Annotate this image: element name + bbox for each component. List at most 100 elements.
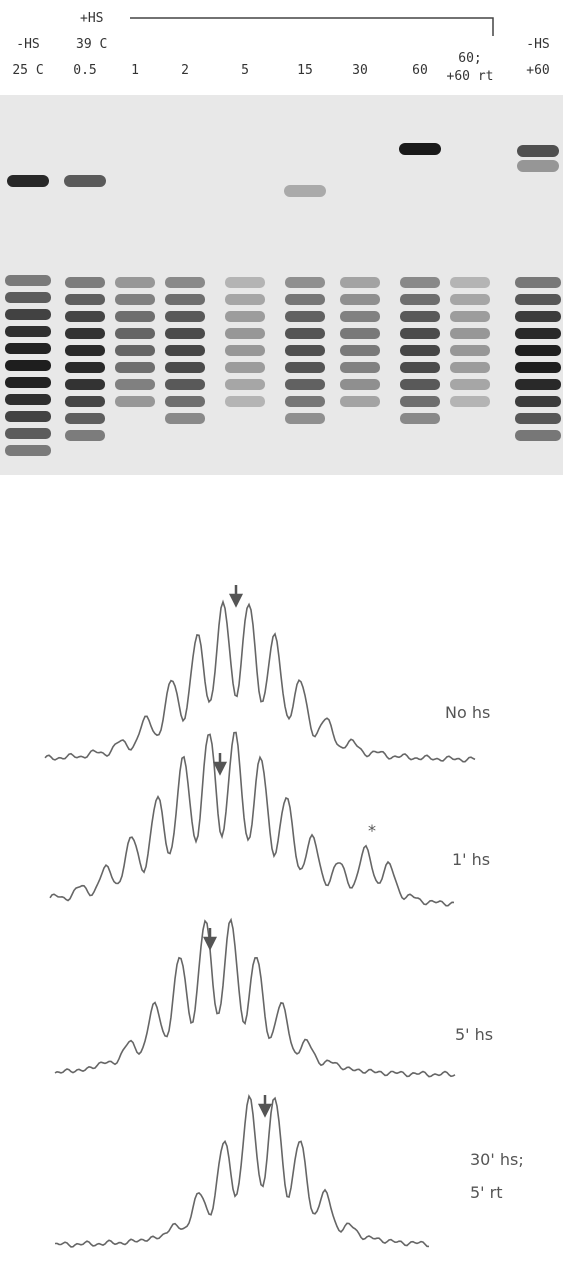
gel-band — [285, 328, 325, 339]
arrow — [202, 928, 218, 951]
gel-band — [5, 411, 51, 422]
lane-label: 30 — [352, 63, 368, 78]
gel-band — [450, 362, 490, 373]
gel-band — [515, 277, 561, 288]
gel-band — [65, 311, 105, 322]
lane-label: +60 — [526, 63, 549, 78]
gel-band — [5, 394, 51, 405]
gel-band — [165, 413, 205, 424]
gel-band — [515, 311, 561, 322]
gel-band — [165, 362, 205, 373]
high-band — [517, 145, 559, 157]
gel-band — [515, 430, 561, 441]
gel-band — [5, 326, 51, 337]
trace-label: 1' hs — [452, 850, 490, 869]
asterisk: * — [368, 821, 376, 840]
trace-label: No hs — [445, 703, 490, 722]
gel-band — [65, 294, 105, 305]
gel-band — [450, 328, 490, 339]
gel-band — [340, 345, 380, 356]
gel-band — [115, 277, 155, 288]
trace-label: 5' rt — [470, 1183, 503, 1202]
gel-band — [165, 277, 205, 288]
gel-band — [65, 396, 105, 407]
gel-band — [225, 345, 265, 356]
lane-label: 1 — [131, 63, 139, 78]
gel-band — [340, 277, 380, 288]
gel-band — [165, 328, 205, 339]
gel-band — [285, 396, 325, 407]
arrow — [228, 585, 244, 608]
high-band — [517, 160, 559, 172]
gel-band — [65, 413, 105, 424]
gel-band — [5, 309, 51, 320]
gel-band — [5, 377, 51, 388]
gel-band — [225, 311, 265, 322]
high-band — [399, 143, 441, 155]
gel-band — [225, 328, 265, 339]
gel-band — [225, 379, 265, 390]
gel-band — [400, 294, 440, 305]
gel-band — [450, 345, 490, 356]
gel-band — [515, 362, 561, 373]
high-band — [64, 175, 106, 187]
gel-band — [65, 277, 105, 288]
gel-band — [225, 294, 265, 305]
density-trace — [44, 599, 476, 763]
gel-band — [225, 362, 265, 373]
gel-band — [5, 343, 51, 354]
gel-band — [515, 345, 561, 356]
gel-band — [450, 396, 490, 407]
gel: -HS 25 C 0.5 1 2 5 15 30 60 60; +60 rt -HS +60 — [5, 37, 561, 456]
lane-label: -HS — [526, 37, 549, 52]
gel-band — [450, 277, 490, 288]
gel-band — [225, 277, 265, 288]
lane-label: 2 — [181, 63, 189, 78]
gel-band — [115, 311, 155, 322]
gel-band — [5, 275, 51, 286]
gel-band — [115, 396, 155, 407]
gel-band — [285, 413, 325, 424]
gel-band — [285, 379, 325, 390]
gel-band — [340, 379, 380, 390]
gel-band — [115, 345, 155, 356]
gel-band — [165, 345, 205, 356]
traces: No hs 1' hs 5' hs 30' hs; 5' rt * — [44, 585, 524, 1248]
gel-band — [450, 311, 490, 322]
lane-label: -HS — [16, 37, 39, 52]
gel-band — [400, 362, 440, 373]
gel-band — [340, 362, 380, 373]
density-trace — [54, 917, 456, 1078]
gel-band — [340, 311, 380, 322]
gel-band — [340, 294, 380, 305]
gel-band — [515, 294, 561, 305]
gel-band — [115, 362, 155, 373]
gel-band — [400, 379, 440, 390]
lane-label: +60 rt — [447, 69, 494, 84]
lane-label: 60; — [458, 51, 481, 66]
gel-band — [400, 413, 440, 424]
gel-band — [400, 328, 440, 339]
gel-band — [285, 294, 325, 305]
high-band — [7, 175, 49, 187]
lane-label: 15 — [297, 63, 313, 78]
high-band — [284, 185, 326, 197]
gel-band — [515, 413, 561, 424]
gel-band — [400, 311, 440, 322]
gel-band — [115, 328, 155, 339]
arrow — [257, 1095, 273, 1118]
arrow — [212, 753, 228, 776]
gel-band — [65, 430, 105, 441]
gel-band — [165, 396, 205, 407]
gel-band — [450, 379, 490, 390]
gel-band — [65, 379, 105, 390]
trace-label: 5' hs — [455, 1025, 493, 1044]
lane-label: 5 — [241, 63, 249, 78]
lane-label: 0.5 — [73, 63, 96, 78]
gel-band — [340, 328, 380, 339]
density-trace — [54, 1094, 430, 1248]
gel-band — [285, 277, 325, 288]
gel-band — [65, 345, 105, 356]
gel-band — [225, 396, 265, 407]
